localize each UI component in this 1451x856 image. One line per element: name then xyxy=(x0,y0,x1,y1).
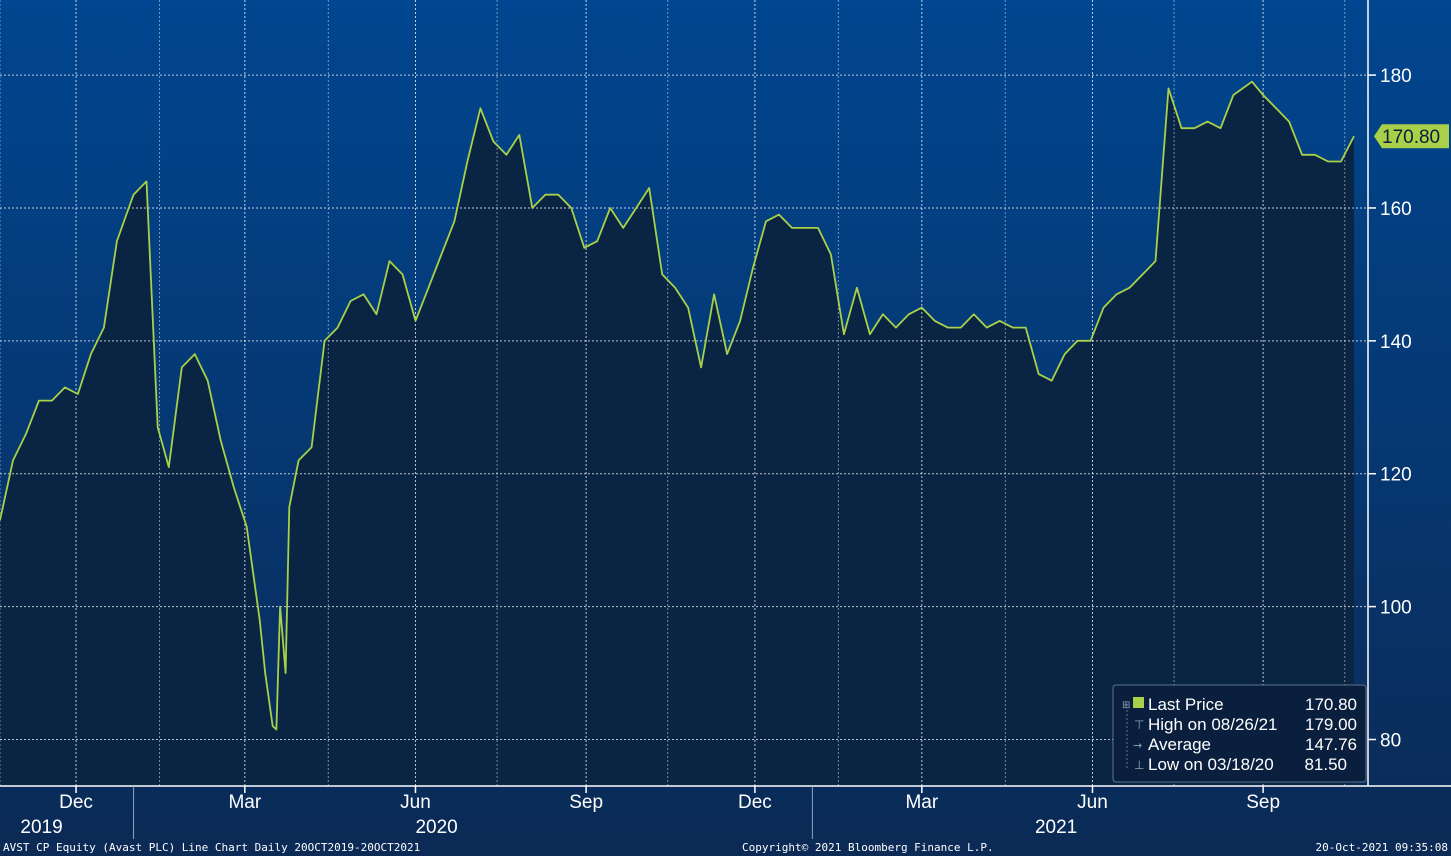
x-tick-label: Jun xyxy=(1077,792,1108,813)
line-layer xyxy=(0,80,1355,731)
legend-last-price-value: 170.80 xyxy=(1305,695,1357,714)
legend-high-value: 179.00 xyxy=(1305,715,1357,734)
y-tick-label: 140 xyxy=(1380,332,1412,353)
last-price-tag-text: 170.80 xyxy=(1382,127,1440,148)
average-marker-icon: → xyxy=(1133,739,1142,752)
last-price-tag: 170.80 xyxy=(1374,124,1449,149)
x-tick-label: Jun xyxy=(400,792,431,813)
legend-high-label: High on 08/26/21 xyxy=(1148,715,1278,734)
x-tick-label: Mar xyxy=(228,792,261,813)
y-tick-label: 120 xyxy=(1380,465,1412,486)
legend-background xyxy=(1112,684,1367,783)
legend-low-value: 81.50 xyxy=(1304,755,1347,774)
area-layer xyxy=(0,81,1354,786)
low-marker-icon: ⊥ xyxy=(1134,758,1144,772)
legend-last-price-label: Last Price xyxy=(1148,695,1224,714)
footer-right-text: 20-Oct-2021 09:35:08 xyxy=(1316,841,1448,854)
x-tick-label: Mar xyxy=(905,792,938,813)
y-tick-label: 80 xyxy=(1380,730,1401,751)
last-price-tag-shape xyxy=(1374,124,1449,149)
year-label: 2020 xyxy=(415,817,457,838)
x-tick-label: Dec xyxy=(738,792,772,813)
price-line xyxy=(0,80,1355,731)
x-tick-label: Sep xyxy=(569,792,603,813)
footer-left-text: AVST CP Equity (Avast PLC) Line Chart Da… xyxy=(3,841,420,854)
y-tick-label: 100 xyxy=(1380,598,1412,619)
legend-low-label: Low on 03/18/20 xyxy=(1148,755,1274,774)
price-area xyxy=(0,81,1354,786)
legend-average-value: 147.76 xyxy=(1305,735,1357,754)
tree-icon: ⊞ xyxy=(1122,700,1130,711)
high-marker-icon: ⊤ xyxy=(1134,718,1144,732)
last-price-swatch-icon xyxy=(1133,697,1144,708)
footer-center-text: Copyright© 2021 Bloomberg Finance L.P. xyxy=(742,841,994,854)
y-tick-label: 160 xyxy=(1380,199,1412,220)
x-tick-label: Sep xyxy=(1246,792,1280,813)
footer: AVST CP Equity (Avast PLC) Line Chart Da… xyxy=(0,839,1451,856)
legend-average-label: Average xyxy=(1148,735,1211,754)
year-label: 2021 xyxy=(1035,817,1077,838)
y-tick-label: 180 xyxy=(1380,66,1412,87)
footer-background xyxy=(0,839,1451,856)
legend-box: ⊞ ⊤ → ⊥ Last Price 170.80 High on 08/26/… xyxy=(1112,684,1367,783)
x-tick-label: Dec xyxy=(59,792,93,813)
year-label: 2019 xyxy=(20,817,62,838)
